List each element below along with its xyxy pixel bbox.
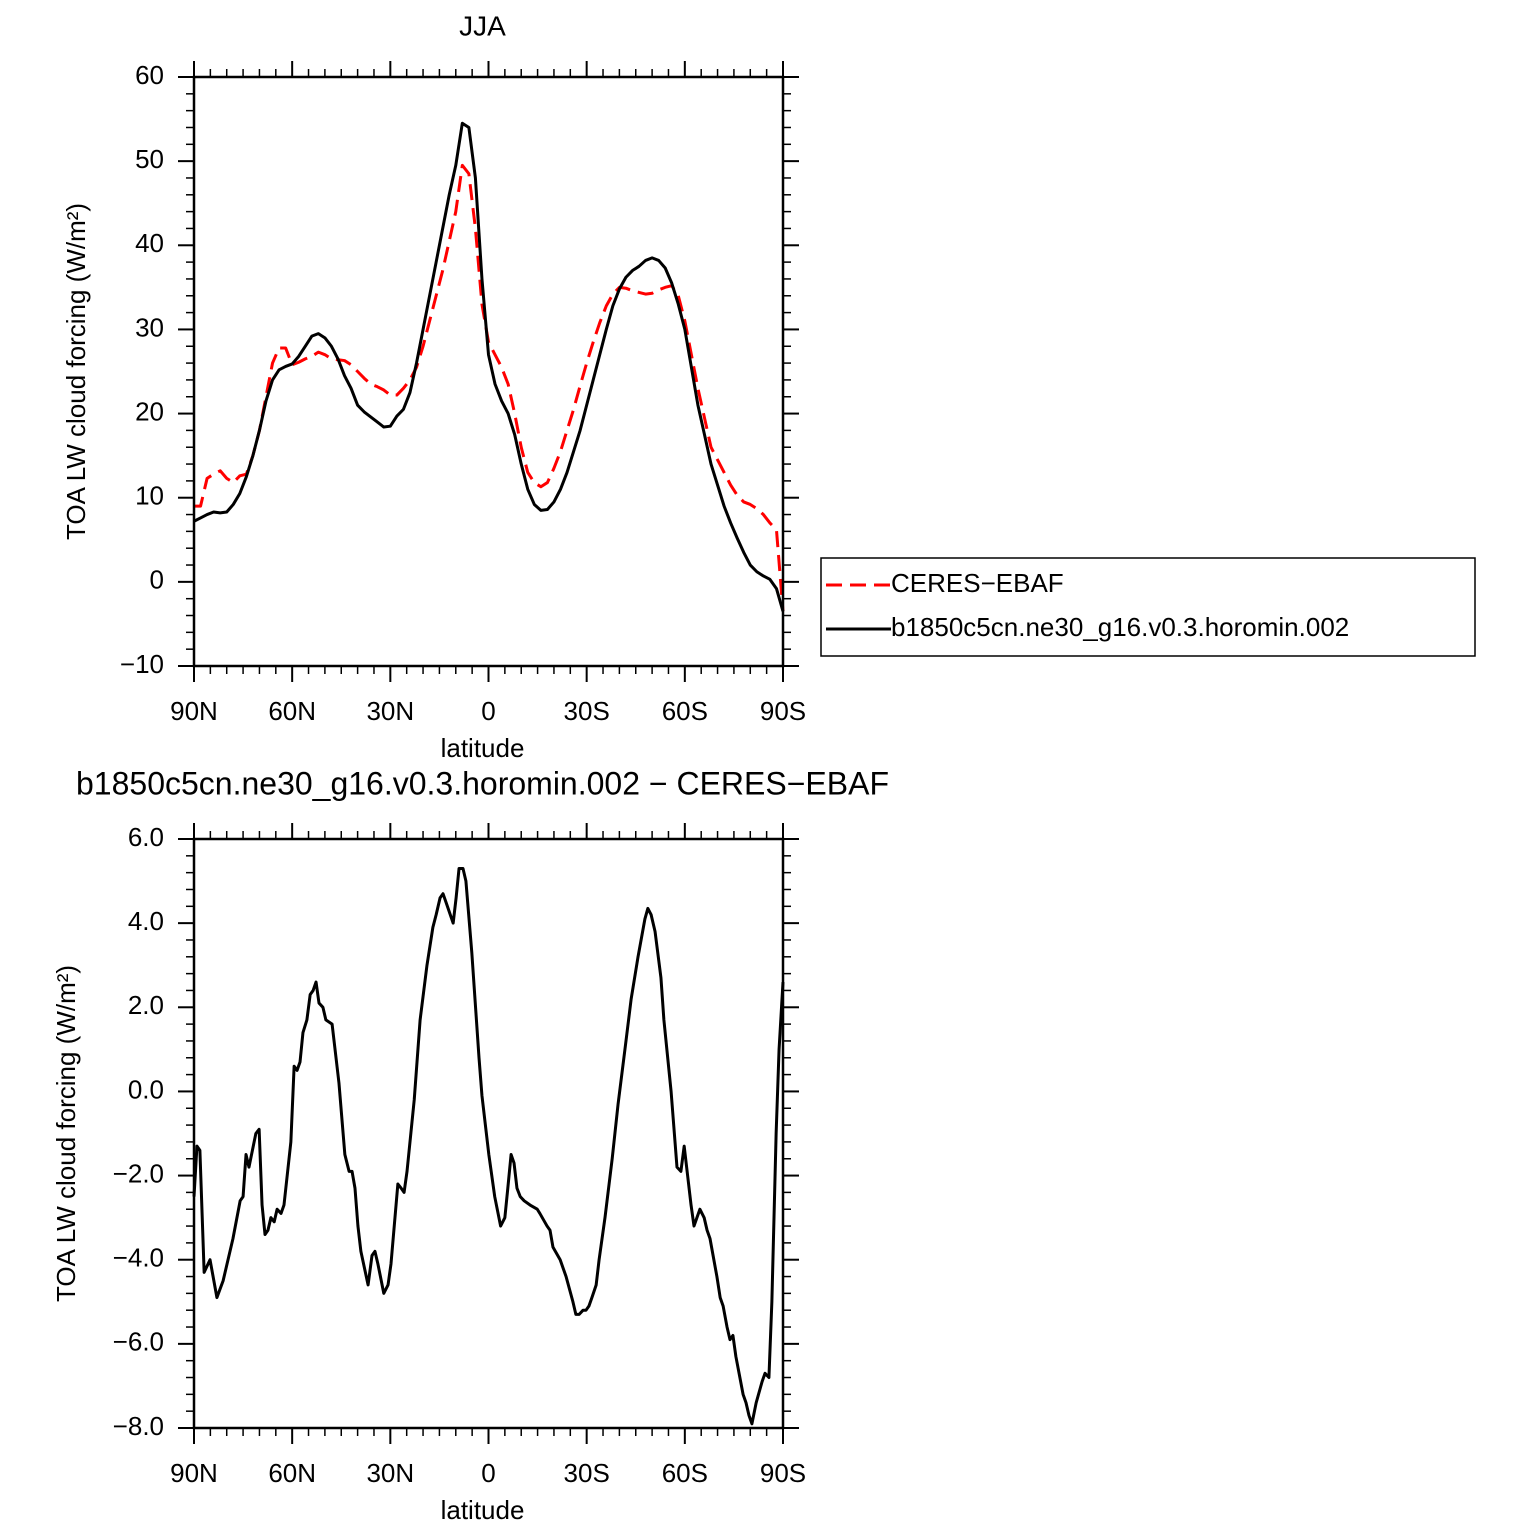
x-tick-label: 60S — [662, 696, 708, 726]
chart-title: b1850c5cn.ne30_g16.v0.3.horomin.002 − CE… — [76, 765, 889, 801]
x-tick-label: 90S — [760, 696, 806, 726]
legend-label: CERES−EBAF — [891, 568, 1064, 598]
y-tick-label: 4.0 — [128, 906, 164, 936]
data-line — [192, 866, 785, 1426]
y-tick-label: 60 — [135, 60, 164, 90]
x-axis-label: latitude — [441, 733, 525, 763]
x-tick-label: 30S — [564, 696, 610, 726]
y-tick-label: −8.0 — [113, 1411, 164, 1441]
x-tick-label: 90N — [170, 1458, 218, 1488]
y-tick-label: −4.0 — [113, 1243, 164, 1273]
plot-frame — [192, 75, 785, 668]
y-tick-label: 50 — [135, 144, 164, 174]
legend-label: b1850c5cn.ne30_g16.v0.3.horomin.002 — [891, 612, 1349, 642]
y-tick-label: −6.0 — [113, 1327, 164, 1357]
y-tick-label: 6.0 — [128, 822, 164, 852]
y-axis-label: TOA LW cloud forcing (W/m²) — [61, 203, 91, 540]
legend-box — [820, 557, 1476, 657]
y-tick-label: −2.0 — [113, 1158, 164, 1188]
x-tick-label: 30N — [366, 1458, 414, 1488]
x-tick-label: 0 — [481, 1458, 495, 1488]
x-tick-label: 30N — [366, 696, 414, 726]
y-axis-label: TOA LW cloud forcing (W/m²) — [51, 965, 81, 1302]
y-tick-label: 20 — [135, 396, 164, 426]
x-tick-label: 90S — [760, 1458, 806, 1488]
x-tick-label: 0 — [481, 696, 495, 726]
y-tick-label: 30 — [135, 312, 164, 342]
y-tick-label: 2.0 — [128, 990, 164, 1020]
x-tick-label: 60N — [268, 1458, 316, 1488]
y-tick-label: 0 — [150, 565, 164, 595]
x-tick-label: 30S — [564, 1458, 610, 1488]
x-axis-label: latitude — [441, 1495, 525, 1525]
x-tick-label: 60N — [268, 696, 316, 726]
x-tick-label: 90N — [170, 696, 218, 726]
y-tick-label: 10 — [135, 481, 164, 511]
chart-title: JJA — [459, 10, 506, 41]
y-tick-label: 40 — [135, 228, 164, 258]
data-line — [193, 121, 785, 612]
y-tick-label: −10 — [120, 649, 164, 679]
x-tick-label: 60S — [662, 1458, 708, 1488]
y-tick-label: 0.0 — [128, 1074, 164, 1104]
plot-frame — [192, 837, 785, 1430]
